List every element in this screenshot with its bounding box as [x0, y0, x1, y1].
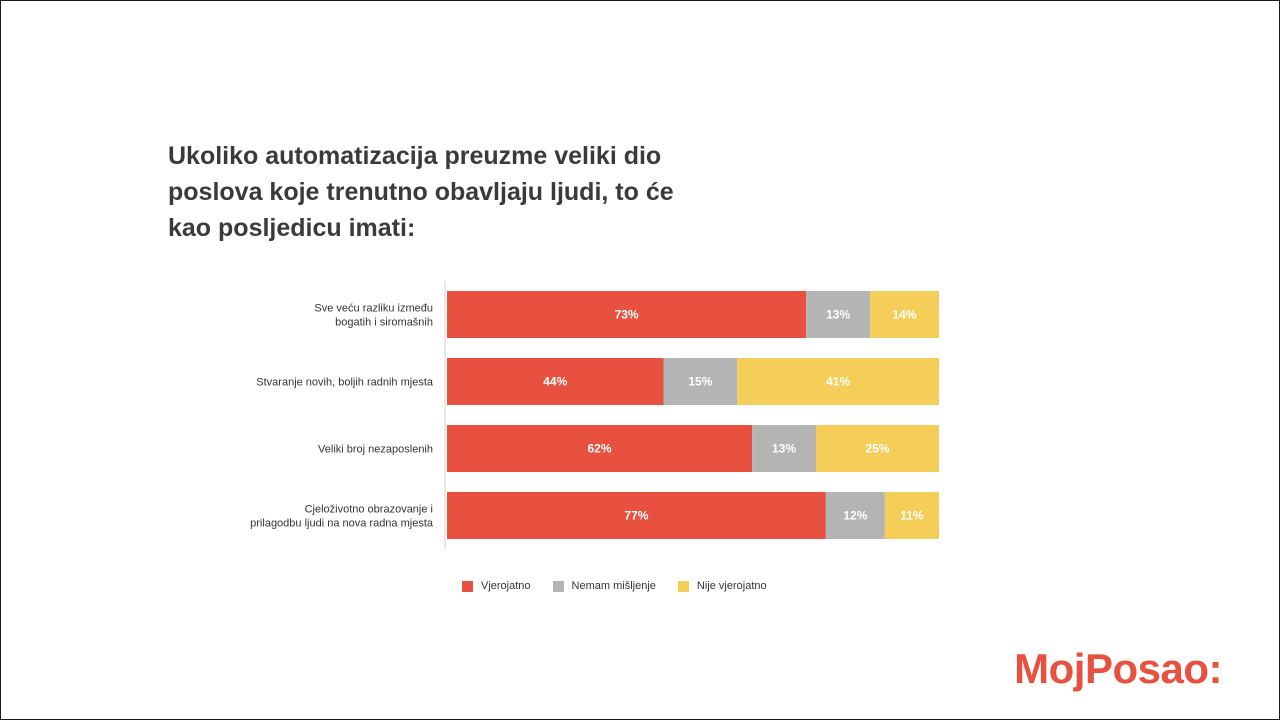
chart-title-line-2: poslova koje trenutno obavljaju ljudi, t…	[168, 178, 674, 206]
bar-3-series-1	[447, 425, 753, 472]
bar-3-series-2	[752, 425, 816, 472]
legend-label-1: Vjerojatno	[481, 580, 531, 592]
chart-title-line-1: Ukoliko automatizacija preuzme veliki di…	[168, 142, 662, 170]
legend-item-1: Vjerojatno	[462, 580, 531, 592]
category-label-4-line-2: prilagodbu ljudi na nova radna mjesta	[250, 518, 434, 530]
data-label-3-series-1: 62%	[588, 442, 612, 456]
category-label-3-line-1: Veliki broj nezaposlenih	[318, 444, 433, 456]
legend-swatch-3	[677, 580, 689, 592]
data-label-2-series-3: 41%	[826, 375, 850, 389]
data-label-4-series-2: 12%	[843, 509, 867, 523]
legend-item-3: Nije vjerojatno	[677, 580, 767, 592]
category-label-1-line-2: bogatih i siromašnih	[335, 317, 433, 329]
chart-legend: Vjerojatno Nemam mišljenje Nije vjerojatno	[462, 577, 767, 595]
bar-4-series-3	[884, 492, 939, 539]
data-label-1-series-1: 73%	[615, 308, 639, 322]
bar-4-series-2	[825, 492, 885, 539]
legend-swatch-1	[462, 580, 473, 592]
data-label-1-series-2: 13%	[826, 308, 850, 322]
bar-2-series-1	[447, 358, 664, 405]
bar-2-series-2	[663, 358, 738, 405]
category-label-2-line-1: Stvaranje novih, boljih radnih mjesta	[256, 377, 434, 389]
chart-title-line-3: kao posljedicu imati:	[168, 214, 416, 242]
bar-4-series-1	[447, 492, 826, 539]
data-label-3-series-3: 25%	[865, 442, 889, 456]
data-label-1-series-3: 14%	[893, 308, 917, 322]
legend-item-2: Nemam mišljenje	[552, 580, 656, 592]
brand-logo: MojPosao:	[1014, 645, 1222, 692]
legend-label-2: Nemam mišljenje	[571, 580, 656, 592]
legend-swatch-2	[552, 580, 564, 592]
bar-1-series-1	[447, 291, 807, 338]
bar-1-series-2	[806, 291, 871, 338]
bar-1-series-3	[870, 291, 939, 338]
category-label-1-line-1: Sve veću razliku između	[314, 303, 433, 315]
chart-title: Ukoliko automatizacija preuzme veliki di…	[168, 138, 808, 246]
bar-3-series-3	[816, 425, 939, 472]
bar-2-series-3	[737, 358, 939, 405]
data-label-3-series-2: 13%	[772, 442, 796, 456]
data-label-4-series-3: 11%	[900, 509, 924, 523]
data-label-4-series-1: 77%	[624, 509, 648, 523]
category-label-4-line-1: Cjeloživotno obrazovanje i	[305, 504, 433, 516]
data-label-2-series-1: 44%	[543, 375, 567, 389]
data-label-2-series-2: 15%	[688, 375, 712, 389]
legend-label-3: Nije vjerojatno	[696, 580, 767, 592]
